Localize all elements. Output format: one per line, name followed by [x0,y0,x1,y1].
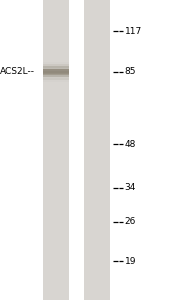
Text: 117: 117 [125,27,142,36]
Bar [43,73,69,77]
Text: 26: 26 [125,217,136,226]
Text: 34: 34 [125,183,136,192]
Text: 19: 19 [125,257,136,266]
Bar [43,61,69,66]
Bar [43,0,69,300]
Bar [84,0,110,300]
Text: ACS2L--: ACS2L-- [0,67,35,76]
Bar [43,69,69,74]
Text: 85: 85 [125,67,136,76]
Bar [43,68,69,73]
Text: 48: 48 [125,140,136,148]
Bar [43,64,69,68]
Bar [43,71,69,75]
Bar [43,76,69,80]
Bar [43,78,69,82]
Bar [43,66,69,70]
